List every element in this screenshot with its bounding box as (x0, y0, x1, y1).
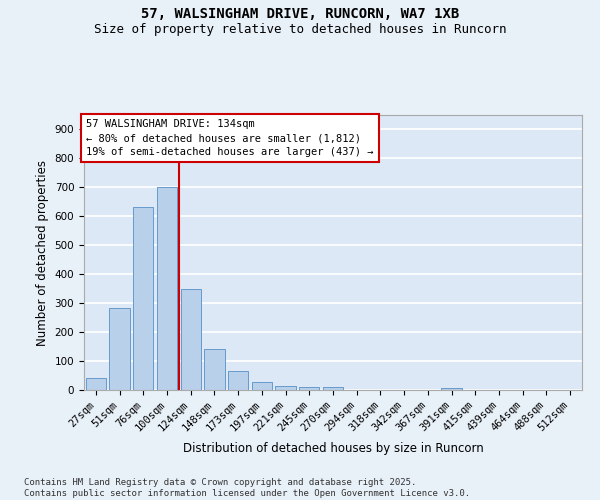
Bar (228, 371, 248, 390)
Bar (275, 386, 296, 390)
Bar (205, 348, 224, 390)
Bar (109, 308, 130, 390)
Bar (133, 207, 154, 390)
Bar (86, 378, 106, 390)
Bar (181, 288, 201, 390)
Bar (157, 188, 177, 390)
Text: 57, WALSINGHAM DRIVE, RUNCORN, WA7 1XB: 57, WALSINGHAM DRIVE, RUNCORN, WA7 1XB (141, 8, 459, 22)
Text: Size of property relative to detached houses in Runcorn: Size of property relative to detached ho… (94, 22, 506, 36)
Text: 57 WALSINGHAM DRIVE: 134sqm
← 80% of detached houses are smaller (1,812)
19% of : 57 WALSINGHAM DRIVE: 134sqm ← 80% of det… (86, 119, 374, 157)
X-axis label: Distribution of detached houses by size in Runcorn: Distribution of detached houses by size … (182, 442, 484, 454)
Text: Contains HM Land Registry data © Crown copyright and database right 2025.
Contai: Contains HM Land Registry data © Crown c… (24, 478, 470, 498)
Bar (252, 382, 272, 390)
Bar (442, 388, 461, 390)
Y-axis label: Number of detached properties: Number of detached properties (36, 160, 49, 346)
Bar (323, 387, 343, 390)
Bar (299, 387, 319, 390)
